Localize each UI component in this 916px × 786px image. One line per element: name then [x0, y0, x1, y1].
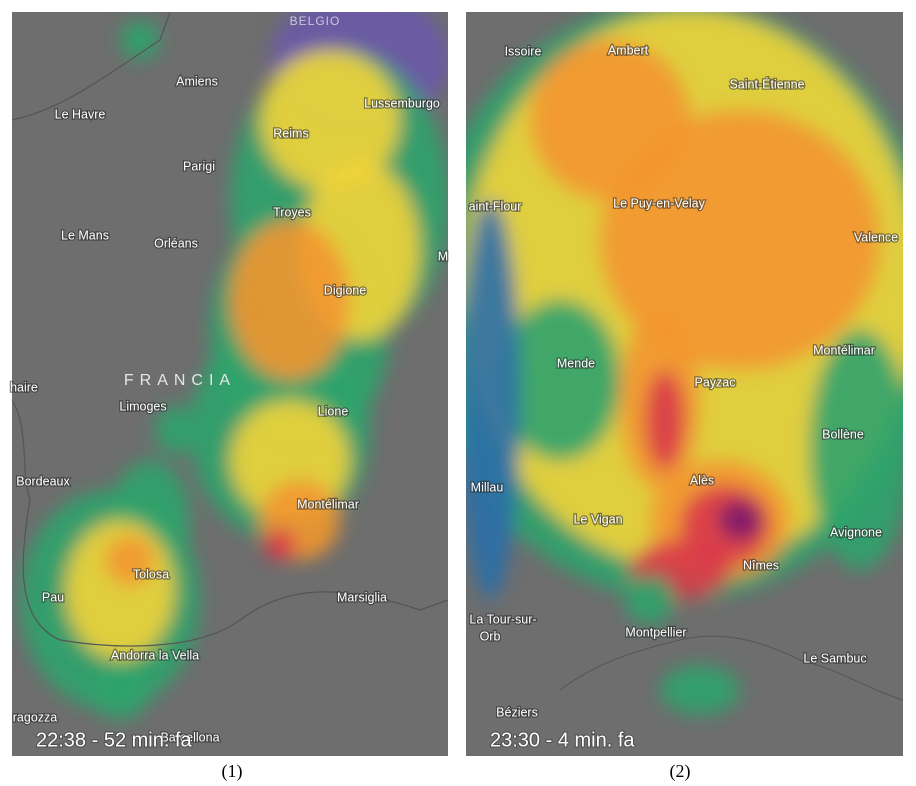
radar-layer: [20, 12, 448, 720]
radar-echo: [810, 330, 903, 570]
timestamp: 23:30 - 4 min. fa: [490, 729, 635, 751]
place-label: Le Puy-en-Velay: [613, 196, 705, 210]
caption: (2): [670, 761, 691, 782]
place-label: Avignone: [830, 525, 882, 539]
place-label: Limoges: [119, 399, 166, 413]
place-label: Montélimar: [297, 497, 359, 511]
radar-echo: [660, 665, 740, 715]
place-label: aint-Flour: [469, 199, 522, 213]
place-label: Ambert: [608, 43, 649, 57]
place-label: Amiens: [176, 74, 218, 88]
place-label: M: [438, 249, 448, 263]
place-label: Barcellona: [160, 730, 219, 744]
radar-echo: [625, 575, 675, 625]
place-label: Montélimar: [813, 343, 875, 357]
place-label: Le Mans: [61, 228, 109, 242]
radar-echo: [105, 535, 155, 585]
place-label: Béziers: [496, 705, 538, 719]
place-label: Tolosa: [133, 567, 169, 581]
place-label: ragozza: [13, 710, 58, 724]
place-label: Orb: [480, 629, 501, 643]
place-label: Alès: [690, 473, 714, 487]
coastline: [559, 635, 903, 701]
place-label: Bordeaux: [16, 474, 70, 488]
region-label: FRANCIA: [124, 372, 236, 389]
place-label: Payzac: [695, 375, 736, 389]
place-label: Saint-Étienne: [729, 76, 804, 91]
place-label: Le Havre: [55, 107, 106, 121]
place-label: Troyes: [273, 205, 311, 219]
radar-echo: [155, 405, 195, 455]
radar-echo: [530, 40, 690, 200]
radar-layer: [466, 12, 903, 715]
radar-echo: [264, 529, 296, 561]
place-label: Nîmes: [743, 558, 779, 572]
radar-echo: [90, 660, 150, 720]
place-label: Millau: [471, 480, 504, 494]
timestamp: 22:38 - 52 min. fa: [36, 729, 193, 751]
radar-echo: [260, 50, 400, 190]
place-label: Le Vigan: [573, 512, 622, 526]
place-label: Lussemburgo: [364, 96, 440, 110]
radar-echo: [600, 110, 880, 370]
place-label: Mende: [557, 356, 595, 370]
radar-echo: [718, 500, 762, 540]
place-label: Valence: [854, 230, 898, 244]
place-label: Le Sambuc: [803, 651, 866, 665]
caption: (1): [222, 761, 243, 782]
place-label: Marsiglia: [337, 590, 387, 604]
place-label: Digione: [324, 283, 366, 297]
place-label: Reims: [273, 126, 308, 140]
radar-echo: [500, 300, 620, 460]
place-label: Bollène: [822, 427, 864, 441]
radar-echo: [230, 220, 350, 380]
place-label: Montpellier: [625, 625, 686, 639]
place-label: haire: [10, 380, 38, 394]
place-label: Issoire: [505, 44, 542, 58]
coastline: [12, 12, 448, 647]
radar-echo: [120, 20, 160, 60]
place-label: Orléans: [154, 236, 198, 250]
country-label: BELGIO: [290, 14, 341, 28]
place-label: Andorra la Vella: [111, 648, 199, 662]
radar-echo: [466, 200, 520, 600]
place-label: Lione: [318, 404, 349, 418]
radar-echo: [645, 370, 685, 470]
place-label: Parigi: [183, 159, 215, 173]
place-label: Pau: [42, 590, 64, 604]
place-label: La Tour-sur-: [469, 612, 536, 626]
